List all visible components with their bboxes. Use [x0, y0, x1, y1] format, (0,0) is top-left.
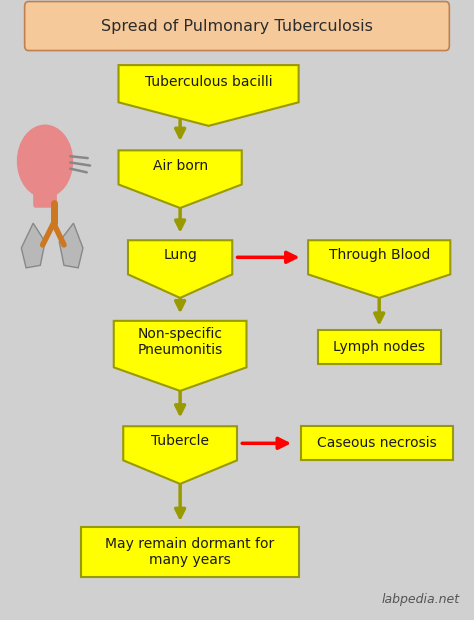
Circle shape [18, 125, 73, 197]
Polygon shape [118, 151, 242, 208]
Polygon shape [301, 427, 453, 460]
Polygon shape [123, 427, 237, 484]
Text: Spread of Pulmonary Tuberculosis: Spread of Pulmonary Tuberculosis [101, 19, 373, 33]
Polygon shape [128, 241, 232, 298]
Text: Tubercle: Tubercle [151, 435, 209, 448]
Text: Non-specific
Pneumonitis: Non-specific Pneumonitis [137, 327, 223, 357]
Text: Lymph nodes: Lymph nodes [333, 340, 425, 354]
Text: Air born: Air born [153, 159, 208, 172]
Text: Lung: Lung [163, 249, 197, 262]
Text: Through Blood: Through Blood [328, 249, 430, 262]
Text: Caseous necrosis: Caseous necrosis [317, 436, 437, 450]
Text: May remain dormant for
many years: May remain dormant for many years [105, 537, 274, 567]
Polygon shape [308, 241, 450, 298]
FancyBboxPatch shape [33, 183, 57, 208]
Polygon shape [21, 223, 45, 268]
Polygon shape [114, 321, 246, 391]
Polygon shape [59, 223, 83, 268]
Text: Tuberculous bacilli: Tuberculous bacilli [145, 75, 273, 89]
Polygon shape [81, 527, 299, 577]
Polygon shape [118, 65, 299, 126]
Text: labpedia.net: labpedia.net [382, 593, 460, 606]
FancyBboxPatch shape [25, 2, 449, 50]
Polygon shape [318, 330, 441, 365]
